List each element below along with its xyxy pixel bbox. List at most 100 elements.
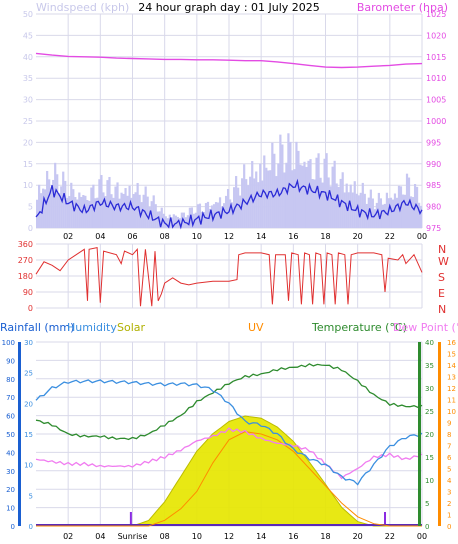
climate-x-tick-label: 12: [224, 532, 234, 541]
direction-tick-label: 270: [18, 256, 33, 265]
humidity-tick-label: 10: [24, 462, 33, 470]
wind-gust-bar: [88, 200, 91, 228]
wind-gust-bar: [40, 193, 43, 228]
temperature-tick-label: 20: [425, 431, 434, 439]
direction-tick-label: 180: [18, 272, 33, 281]
wind-gust-bar: [202, 211, 206, 228]
wind-gust-bar: [273, 153, 276, 228]
wind-x-tick-label: 10: [192, 232, 202, 241]
direction-tick-label: 360: [18, 240, 33, 249]
wind-gust-bar: [419, 205, 423, 228]
rain-tick-label: 30: [6, 468, 15, 476]
barometer-tick-label: 975: [426, 224, 441, 233]
wind-tick-label: 20: [23, 138, 33, 147]
wind-gust-bar: [361, 182, 364, 228]
wind-gust-bar: [90, 187, 93, 228]
rain-tick-label: 0: [11, 523, 15, 531]
wind-gust-bar: [331, 166, 334, 228]
wind-gust-bar: [251, 161, 254, 228]
rain-tick-label: 90: [6, 357, 15, 365]
wind-gust-bar: [403, 194, 407, 228]
rain-tick-label: 80: [6, 376, 15, 384]
temperature-label: Temperature (°C): [311, 321, 407, 334]
wind-x-tick-label: 18: [320, 232, 330, 241]
wind-gust-bar: [120, 192, 123, 228]
wind-gust-bar: [122, 193, 125, 228]
wind-gust-bar: [144, 186, 147, 228]
humidity-label: Humidity: [67, 321, 117, 334]
wind-gust-bar: [269, 170, 272, 228]
wind-gust-bar: [198, 203, 202, 228]
wind-gust-bar: [395, 197, 399, 228]
barometer-axis-label: Barometer (hpa): [357, 1, 448, 14]
wind-gust-bar: [164, 216, 167, 228]
climate-x-tick-label: 18: [320, 532, 330, 541]
wind-gust-bar: [74, 197, 77, 228]
barometer-tick-label: 1005: [426, 96, 446, 105]
wind-tick-label: 30: [23, 96, 33, 105]
wind-gust-bar: [64, 180, 67, 228]
wind-gust-bar: [222, 203, 226, 228]
barometer-tick-label: 1015: [426, 53, 446, 62]
wind-gust-bar: [329, 186, 332, 228]
wind-x-tick-label: 06: [127, 232, 137, 241]
uv-label: UV: [248, 321, 264, 334]
wind-gust-bar: [38, 184, 41, 228]
rain-tick-label: 60: [6, 413, 15, 421]
wind-gust-bar: [247, 185, 250, 228]
uv-tick-label: 8: [447, 431, 451, 439]
temperature-line: [35, 363, 423, 441]
wind-gust-bar: [231, 202, 234, 228]
wind-gust-bar: [405, 173, 409, 228]
wind-direction-line: [35, 246, 423, 307]
wind-gust-bar: [393, 193, 397, 228]
wind-gust-bar: [265, 167, 268, 228]
wind-gust-bar: [126, 195, 129, 228]
wind-gust-bar: [389, 197, 393, 228]
solar-label: Solar: [117, 321, 146, 334]
compass-label: N: [438, 303, 446, 316]
wind-gust-bar: [124, 188, 127, 228]
rain-tick-label: 70: [6, 394, 15, 402]
wind-gust-bar: [36, 199, 39, 228]
wind-gust-bar: [130, 197, 133, 228]
uv-tick-label: 14: [447, 362, 456, 370]
climate-x-tick-label: 04: [95, 532, 105, 541]
wind-gust-bar: [134, 192, 137, 228]
temperature-tick-label: 30: [425, 385, 434, 393]
wind-gust-bar: [104, 196, 107, 228]
dewpoint-label: Dew Point (°C): [393, 321, 458, 334]
wind-x-tick-label: 20: [353, 232, 363, 241]
climate-x-tick-label: 14: [256, 532, 266, 541]
wind-gust-bar: [279, 134, 282, 228]
wind-gust-bar: [196, 204, 200, 228]
compass-label: N: [438, 243, 446, 256]
humidity-tick-label: 30: [24, 339, 33, 347]
uv-line: [36, 431, 422, 527]
wind-x-tick-label: 14: [256, 232, 266, 241]
wind-gust-bar: [56, 174, 59, 228]
temperature-axis-bar: [418, 342, 421, 526]
wind-gust-bar: [140, 202, 143, 228]
humidity-tick-label: 0: [29, 523, 33, 531]
wind-gust-bar: [100, 175, 103, 228]
uv-tick-label: 10: [447, 408, 456, 416]
wind-gust-bar: [96, 197, 99, 228]
wind-gust-bar: [78, 192, 81, 228]
wind-gust-bar: [239, 195, 242, 228]
wind-gust-bar: [186, 215, 189, 228]
wind-gust-bar: [237, 187, 240, 228]
wind-gust-bar: [307, 160, 310, 228]
wind-gust-bar: [335, 183, 338, 228]
wind-gust-bar: [218, 197, 222, 228]
uv-tick-label: 16: [447, 339, 456, 347]
uv-tick-label: 2: [447, 500, 451, 508]
wind-gust-bar: [148, 206, 151, 228]
wind-gust-bar: [381, 204, 385, 228]
wind-gust-bar: [156, 211, 159, 228]
wind-gust-bar: [283, 172, 286, 228]
wind-gust-bar: [375, 202, 378, 228]
wind-gust-bar: [52, 179, 55, 228]
wind-gust-bar: [118, 198, 121, 228]
wind-gust-bar: [287, 133, 290, 228]
